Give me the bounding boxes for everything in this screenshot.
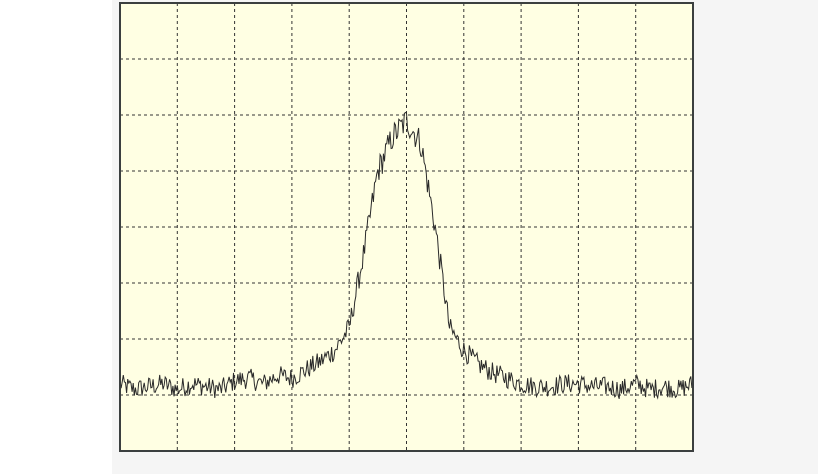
trace-layer: [119, 111, 694, 400]
plot-frame: [119, 2, 694, 452]
signal-trace: [119, 111, 694, 400]
grid: [120, 3, 693, 451]
